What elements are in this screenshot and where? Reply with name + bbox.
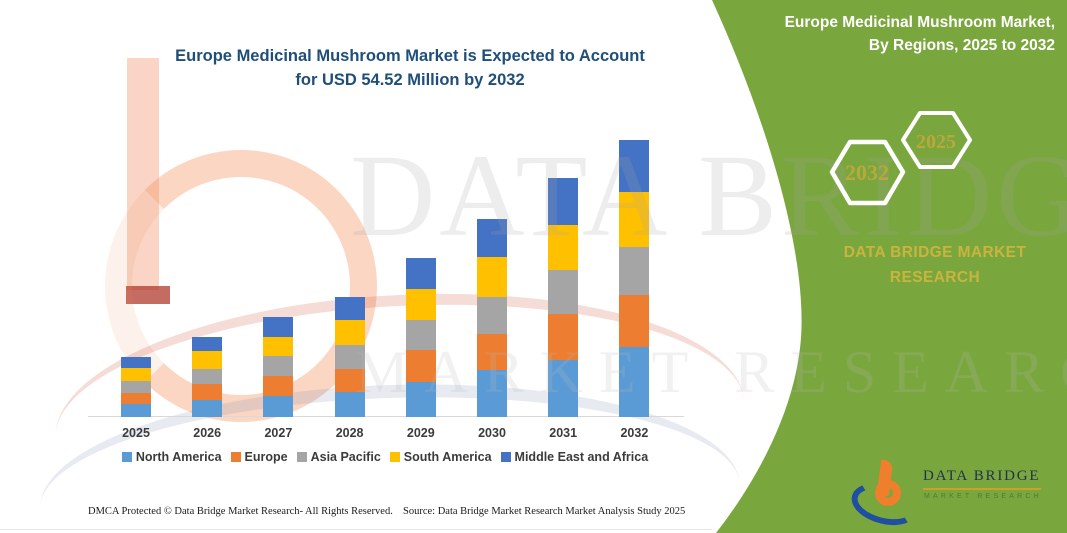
hexagon-2025-label: 2025 <box>916 131 956 153</box>
bar-segment-north-america <box>477 370 507 417</box>
stacked-bar-2026 <box>192 337 223 417</box>
bar-segment-asia-pacific <box>121 380 151 393</box>
legend-swatch-icon <box>296 452 307 462</box>
bar-segment-middle-east-and-africa <box>334 297 365 321</box>
stacked-bar-2025 <box>121 356 151 417</box>
bar-segment-south-america <box>263 336 294 357</box>
bar-segment-europe <box>548 314 579 360</box>
bar-segment-asia-pacific <box>405 319 436 350</box>
x-axis-label-2029: 2029 <box>406 426 435 440</box>
bar-segment-middle-east-and-africa <box>405 258 436 290</box>
chart-legend: North America Europe Asia Pacific South Ame… <box>85 450 685 464</box>
x-axis-label-2025: 2025 <box>122 426 150 440</box>
stacked-bar-2032 <box>619 139 650 417</box>
bar-segment-north-america <box>405 382 436 417</box>
bar-segment-north-america <box>192 400 223 417</box>
bar-segment-asia-pacific <box>619 247 650 296</box>
bar-segment-asia-pacific <box>477 296 507 335</box>
legend-label: North America <box>135 450 222 464</box>
bar-segment-asia-pacific <box>263 356 294 376</box>
bar-segment-south-america <box>477 257 507 297</box>
legend-item-middle-east-and-africa: Middle East and Africa <box>500 450 649 464</box>
x-axis-label-2030: 2030 <box>478 426 506 440</box>
logo-b-bowl-icon <box>875 480 901 506</box>
legend-swatch-icon <box>121 452 132 462</box>
bar-segment-europe <box>263 375 294 397</box>
x-axis-label-2026: 2026 <box>193 426 222 440</box>
panel-header-line1: Europe Medicinal Mushroom Market, <box>784 14 1055 31</box>
bar-segment-middle-east-and-africa <box>263 317 294 337</box>
bar-segment-south-america <box>334 320 365 345</box>
hexagon-2032 <box>829 139 906 206</box>
chart-title-line1: Europe Medicinal Mushroom Market is Expe… <box>175 47 645 65</box>
stacked-bar-2031 <box>548 178 579 417</box>
bar-segment-europe <box>334 368 365 392</box>
panel-header: Europe Medicinal Mushroom Market, By Reg… <box>715 11 1055 57</box>
x-axis-label-2027: 2027 <box>264 426 293 440</box>
panel-brand-line2: RESEARCH <box>889 269 981 286</box>
footer-dmca: DMCA Protected © Data Bridge Market Rese… <box>88 506 393 517</box>
stacked-bar-2030 <box>477 218 507 417</box>
panel-brand-text: DATA BRIDGE MARKET RESEARCH <box>795 240 1067 290</box>
legend-item-asia-pacific: Asia Pacific <box>296 450 381 464</box>
x-axis-line <box>88 416 684 417</box>
bar-segment-north-america <box>263 396 294 417</box>
bar-segment-south-america <box>619 192 650 248</box>
legend-item-north-america: North America <box>121 450 222 464</box>
legend-label: Middle East and Africa <box>514 450 649 464</box>
logo-tagline: MARKET RESEARCH <box>924 493 1042 500</box>
hexagon-badges: 2032 2025 <box>829 111 972 206</box>
chart-title-line2: for USD 54.52 Million by 2032 <box>295 71 525 89</box>
bar-segment-asia-pacific <box>192 369 223 385</box>
x-axis-label-2028: 2028 <box>335 426 364 440</box>
stacked-bar-2029 <box>405 258 436 417</box>
stacked-bar-2027 <box>263 317 294 417</box>
x-axis-label-2032: 2032 <box>620 426 649 440</box>
panel-header-line2: By Regions, 2025 to 2032 <box>868 37 1055 54</box>
legend-swatch-icon <box>230 452 241 462</box>
hexagon-2032-label: 2032 <box>845 160 889 185</box>
footer-source: Source: Data Bridge Market Research Mark… <box>403 506 686 517</box>
bar-segment-south-america <box>192 351 223 370</box>
footer-divider <box>0 529 712 530</box>
bar-segment-south-america <box>121 368 151 381</box>
legend-label: South America <box>403 450 492 464</box>
panel-brand-line1: DATA BRIDGE MARKET <box>843 244 1027 261</box>
bar-segment-europe <box>121 392 151 405</box>
legend-swatch-icon <box>500 452 511 462</box>
bar-segment-asia-pacific <box>548 269 579 315</box>
bar-segment-middle-east-and-africa <box>548 178 579 226</box>
legend-label: Europe <box>244 450 288 464</box>
bar-segment-north-america <box>619 347 650 417</box>
bar-segment-south-america <box>548 225 579 270</box>
legend-item-south-america: South America <box>389 450 492 464</box>
bar-segment-middle-east-and-africa <box>619 139 650 193</box>
databridge-logo: DATA BRIDGE MARKET RESEARCH <box>847 458 1060 532</box>
logo-underline <box>923 488 1041 490</box>
bar-segment-north-america <box>334 391 365 417</box>
bar-segment-middle-east-and-africa <box>477 218 507 258</box>
bar-segment-middle-east-and-africa <box>192 337 223 352</box>
hexagon-2025 <box>901 111 972 169</box>
stacked-bar-2028 <box>334 297 365 417</box>
x-axis-label-2031: 2031 <box>549 426 578 440</box>
bar-segment-europe <box>192 384 223 401</box>
bar-segment-asia-pacific <box>334 344 365 369</box>
bar-segment-middle-east-and-africa <box>121 356 151 369</box>
bar-segment-europe <box>619 295 650 348</box>
bar-segment-north-america <box>548 359 579 417</box>
plot-area: 2025 2026 2027 2028 2029 2030 2031 2032 <box>88 139 684 440</box>
bar-segment-europe <box>477 334 507 371</box>
bar-segment-europe <box>405 349 436 383</box>
chart-title: Europe Medicinal Mushroom Market is Expe… <box>100 44 720 92</box>
legend-label: Asia Pacific <box>310 450 381 464</box>
bar-segment-north-america <box>121 404 151 417</box>
legend-swatch-icon <box>389 452 400 462</box>
logo-wordmark: DATA BRIDGE <box>923 468 1041 484</box>
bar-segment-south-america <box>405 289 436 320</box>
legend-item-europe: Europe <box>230 450 288 464</box>
